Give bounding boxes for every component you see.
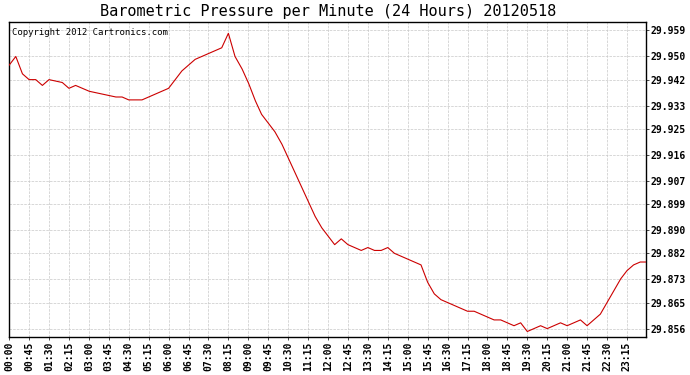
Title: Barometric Pressure per Minute (24 Hours) 20120518: Barometric Pressure per Minute (24 Hours…	[99, 4, 556, 19]
Text: Copyright 2012 Cartronics.com: Copyright 2012 Cartronics.com	[12, 28, 168, 37]
